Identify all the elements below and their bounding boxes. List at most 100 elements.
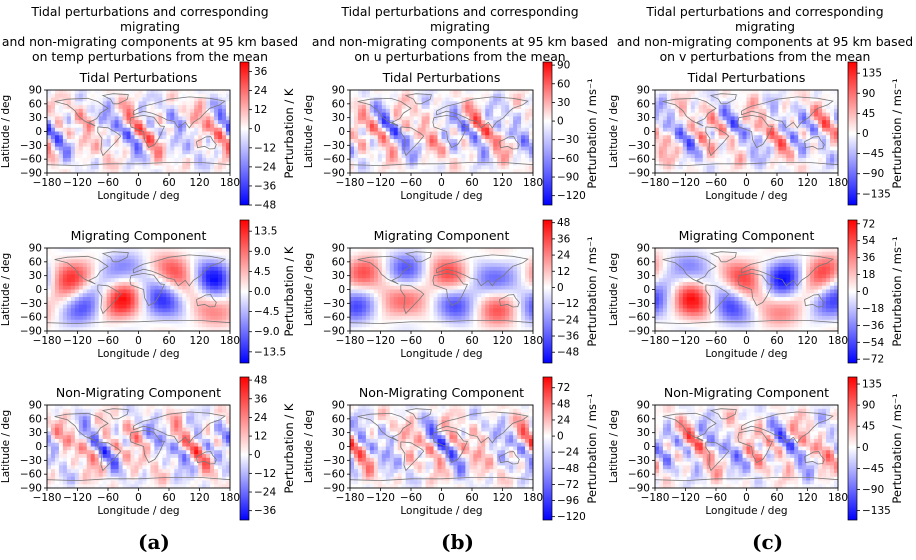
heatmap-cell <box>98 274 104 279</box>
heatmap-cell <box>74 297 80 302</box>
heatmap-cell <box>54 90 60 95</box>
heatmap-cell <box>170 131 175 136</box>
heatmap-cell <box>690 127 696 132</box>
heatmap-cell <box>425 139 430 144</box>
heatmap-cell <box>353 285 359 290</box>
heatmap-cell <box>381 315 387 321</box>
heatmap-cell <box>47 281 52 287</box>
heatmap-cell <box>62 251 68 256</box>
heatmap-cell <box>182 108 187 114</box>
heatmap-cell <box>417 150 423 155</box>
heatmap-cell <box>782 97 787 102</box>
heatmap-cell <box>190 154 195 159</box>
heatmap-cell <box>50 255 56 260</box>
heatmap-cell <box>826 150 831 155</box>
heatmap-cell <box>50 289 56 294</box>
heatmap-cell <box>706 112 712 117</box>
heatmap-cell <box>70 285 76 290</box>
x-tick-label: 180 <box>828 177 848 189</box>
heatmap-cell <box>194 293 199 298</box>
heatmap-cell <box>90 327 96 331</box>
heatmap-cell <box>742 135 747 140</box>
heatmap-cell <box>162 248 167 253</box>
heatmap-cell <box>718 150 724 155</box>
heatmap-cell <box>102 323 108 328</box>
heatmap-cell <box>433 131 438 136</box>
heatmap-cell <box>178 90 183 95</box>
heatmap-cell <box>393 251 399 256</box>
heatmap-cell <box>397 146 403 151</box>
heatmap-cell <box>190 157 195 163</box>
heatmap-cell <box>110 270 116 275</box>
heatmap-cell <box>425 327 430 331</box>
heatmap-cell <box>718 97 724 102</box>
heatmap-cell <box>682 105 688 110</box>
heatmap-cell <box>814 150 819 155</box>
heatmap-cell <box>381 123 387 129</box>
heatmap-cell <box>389 323 395 328</box>
heatmap-cell <box>218 97 223 102</box>
heatmap-cell <box>62 169 68 173</box>
heatmap-cell <box>122 248 127 253</box>
heatmap-cell <box>489 116 494 121</box>
heatmap-cell <box>429 293 434 298</box>
heatmap-cell <box>762 142 767 147</box>
coastline <box>357 97 412 127</box>
heatmap-cell <box>389 270 395 275</box>
heatmap-cell <box>421 105 426 110</box>
heatmap-cell <box>150 278 155 283</box>
heatmap-cell <box>126 112 131 117</box>
heatmap-cell <box>662 165 668 170</box>
heatmap-cell <box>210 139 215 144</box>
heatmap-cell <box>778 123 783 129</box>
heatmap-cell <box>830 135 835 140</box>
heatmap-cell <box>706 120 712 125</box>
heatmap-cell <box>218 108 223 114</box>
heatmap-cell <box>178 285 183 290</box>
heatmap-cell <box>74 278 80 283</box>
heatmap-cell <box>94 308 100 313</box>
heatmap-cell <box>170 154 175 159</box>
heatmap-cell <box>397 123 403 129</box>
heatmap-cell <box>98 270 104 275</box>
heatmap-cell <box>525 123 530 129</box>
heatmap-cell <box>830 90 835 95</box>
heatmap-cell <box>178 263 183 268</box>
heatmap-cell <box>389 266 395 272</box>
heatmap-cell <box>58 312 64 317</box>
x-tick-label: −120 <box>366 177 395 189</box>
heatmap-cell <box>110 131 116 136</box>
heatmap-cell <box>778 127 783 132</box>
heatmap-cell <box>734 93 739 98</box>
heatmap-cell <box>802 116 807 121</box>
y-tick-label: 60 <box>332 98 345 110</box>
heatmap-cell <box>417 293 423 298</box>
heatmap-cell <box>469 289 474 294</box>
heatmap-cell <box>393 319 399 324</box>
heatmap-cell <box>106 157 112 163</box>
heatmap-cell <box>485 120 490 125</box>
heatmap-cell <box>182 304 187 309</box>
heatmap-cell <box>429 150 434 155</box>
heatmap-cell <box>50 90 56 95</box>
heatmap-cell <box>790 131 795 136</box>
heatmap-cell <box>210 255 215 260</box>
colorbar-tick-label: −135 <box>862 188 891 200</box>
heatmap-cell <box>353 139 359 144</box>
heatmap-cell <box>350 315 355 321</box>
heatmap-cell <box>754 135 759 140</box>
heatmap-cell <box>381 150 387 155</box>
heatmap-cell <box>190 105 195 110</box>
heatmap-cell <box>690 105 696 110</box>
heatmap-cell <box>150 157 155 163</box>
heatmap-cell <box>178 135 183 140</box>
heatmap-cell <box>158 127 163 132</box>
heatmap-cell <box>102 139 108 144</box>
heatmap-cell <box>82 248 88 253</box>
heatmap-cell <box>802 154 807 159</box>
heatmap-cell <box>158 304 163 309</box>
heatmap-cell <box>214 90 219 95</box>
heatmap-cell <box>74 161 80 166</box>
heatmap-cell <box>734 116 739 121</box>
heatmap-cell <box>770 157 775 163</box>
